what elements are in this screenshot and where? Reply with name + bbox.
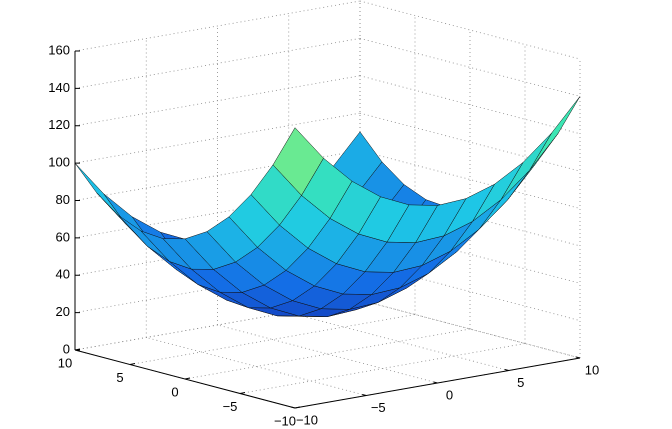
z-tick-label: 40 <box>56 267 70 282</box>
y-tick <box>74 348 81 351</box>
grid-line <box>74 112 361 164</box>
grid-line <box>74 37 361 89</box>
x-tick <box>575 356 581 359</box>
x-tick-label: −5 <box>371 400 386 415</box>
grid-line <box>288 312 509 371</box>
y-tick <box>129 363 136 365</box>
x-tick <box>362 394 367 396</box>
x-tick-label: −10 <box>296 412 318 427</box>
grid-line <box>359 37 581 97</box>
surface-patch <box>529 96 581 171</box>
z-tick-label: 80 <box>56 192 70 207</box>
x-tick-label: 10 <box>585 362 599 377</box>
grid-line <box>184 328 471 380</box>
z-tick-label: 160 <box>48 42 70 57</box>
y-tick-label: 0 <box>171 384 178 399</box>
surface-patch <box>500 132 552 200</box>
grid-line <box>129 314 416 365</box>
y-tick-label: 5 <box>116 370 123 385</box>
y-tick-label: 10 <box>58 355 72 370</box>
z-tick-label: 0 <box>63 341 70 356</box>
x-tick-label: 0 <box>446 387 453 402</box>
y-tick-label: −10 <box>274 413 296 428</box>
y-tick-label: −5 <box>223 399 238 414</box>
z-tick-label: 20 <box>56 304 70 319</box>
z-tick-label: 120 <box>48 117 70 132</box>
grid-line <box>74 0 361 52</box>
x-tick <box>504 369 509 371</box>
y-tick <box>239 392 246 394</box>
y-tick <box>184 377 191 380</box>
surface-patch <box>272 127 324 196</box>
x-tick <box>433 381 438 384</box>
x-tick <box>290 406 296 409</box>
grid-line <box>74 299 361 351</box>
grid-line <box>239 343 526 394</box>
x-tick-label: 5 <box>517 375 524 390</box>
z-tick-label: 140 <box>48 80 70 95</box>
z-tick-label: 60 <box>56 229 70 244</box>
grid-line <box>74 150 361 201</box>
y-tick <box>294 406 301 409</box>
z-tick-label: 100 <box>48 155 70 170</box>
